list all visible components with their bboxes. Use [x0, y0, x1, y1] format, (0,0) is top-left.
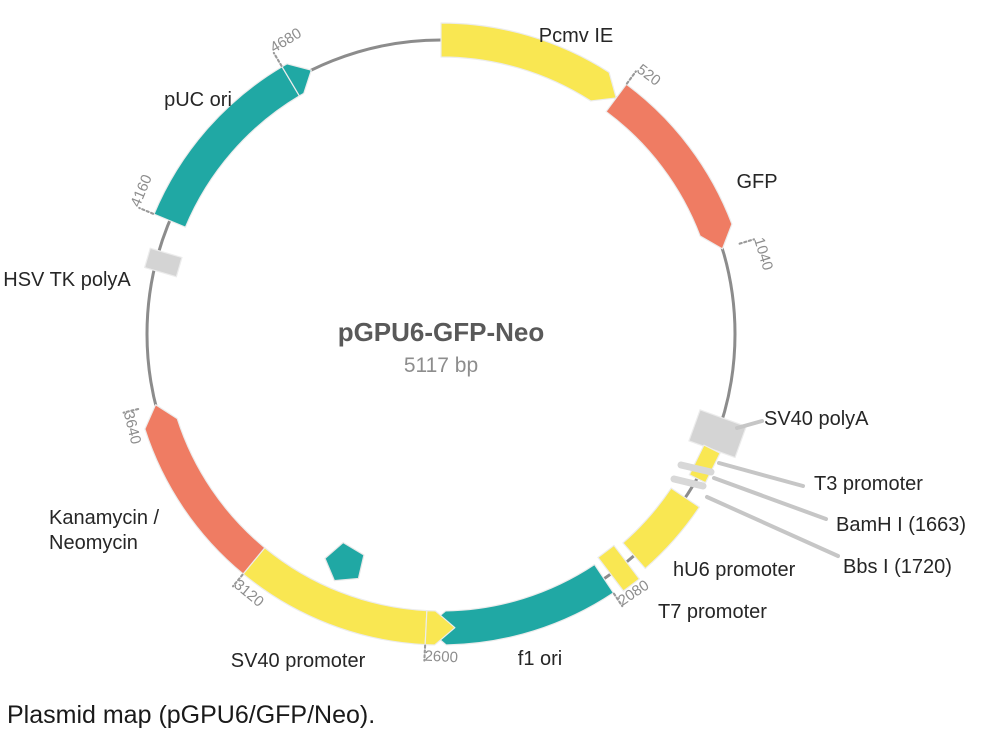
svg-text:3640: 3640: [120, 409, 145, 445]
svg-text:Bbs I (1720): Bbs I (1720): [843, 556, 952, 578]
svg-text:5117 bp: 5117 bp: [404, 354, 478, 377]
svg-text:BamH I (1663): BamH I (1663): [836, 514, 966, 536]
svg-text:SV40 promoter: SV40 promoter: [231, 650, 366, 672]
svg-text:hU6 promoter: hU6 promoter: [673, 559, 796, 581]
svg-text:GFP: GFP: [736, 171, 777, 193]
svg-text:Neomycin: Neomycin: [49, 532, 138, 554]
svg-text:520: 520: [634, 61, 664, 90]
svg-text:1040: 1040: [750, 236, 776, 273]
svg-text:T3 promoter: T3 promoter: [814, 473, 923, 495]
svg-text:SV40 polyA: SV40 polyA: [764, 408, 869, 430]
svg-text:Pcmv IE: Pcmv IE: [539, 25, 613, 47]
svg-text:pUC ori: pUC ori: [164, 89, 232, 111]
svg-text:pGPU6-GFP-Neo: pGPU6-GFP-Neo: [338, 317, 545, 347]
svg-text:T7 promoter: T7 promoter: [658, 601, 767, 623]
svg-text:f1 ori: f1 ori: [518, 648, 562, 670]
svg-text:4160: 4160: [127, 172, 156, 209]
svg-text:HSV TK polyA: HSV TK polyA: [3, 269, 131, 291]
svg-text:Kanamycin /: Kanamycin /: [49, 507, 159, 529]
svg-text:4680: 4680: [267, 25, 304, 57]
svg-text:2600: 2600: [424, 648, 458, 667]
